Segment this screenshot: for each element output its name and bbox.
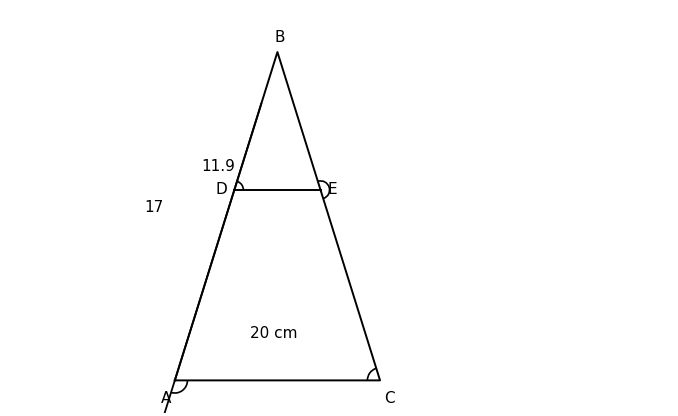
Text: 17: 17	[144, 201, 163, 215]
Text: 20 cm: 20 cm	[250, 326, 297, 341]
Text: 11.9: 11.9	[201, 159, 235, 174]
Text: D: D	[216, 182, 227, 197]
Text: A: A	[161, 391, 171, 406]
Text: B: B	[274, 30, 285, 45]
Text: E: E	[327, 182, 337, 197]
Text: C: C	[384, 391, 395, 406]
